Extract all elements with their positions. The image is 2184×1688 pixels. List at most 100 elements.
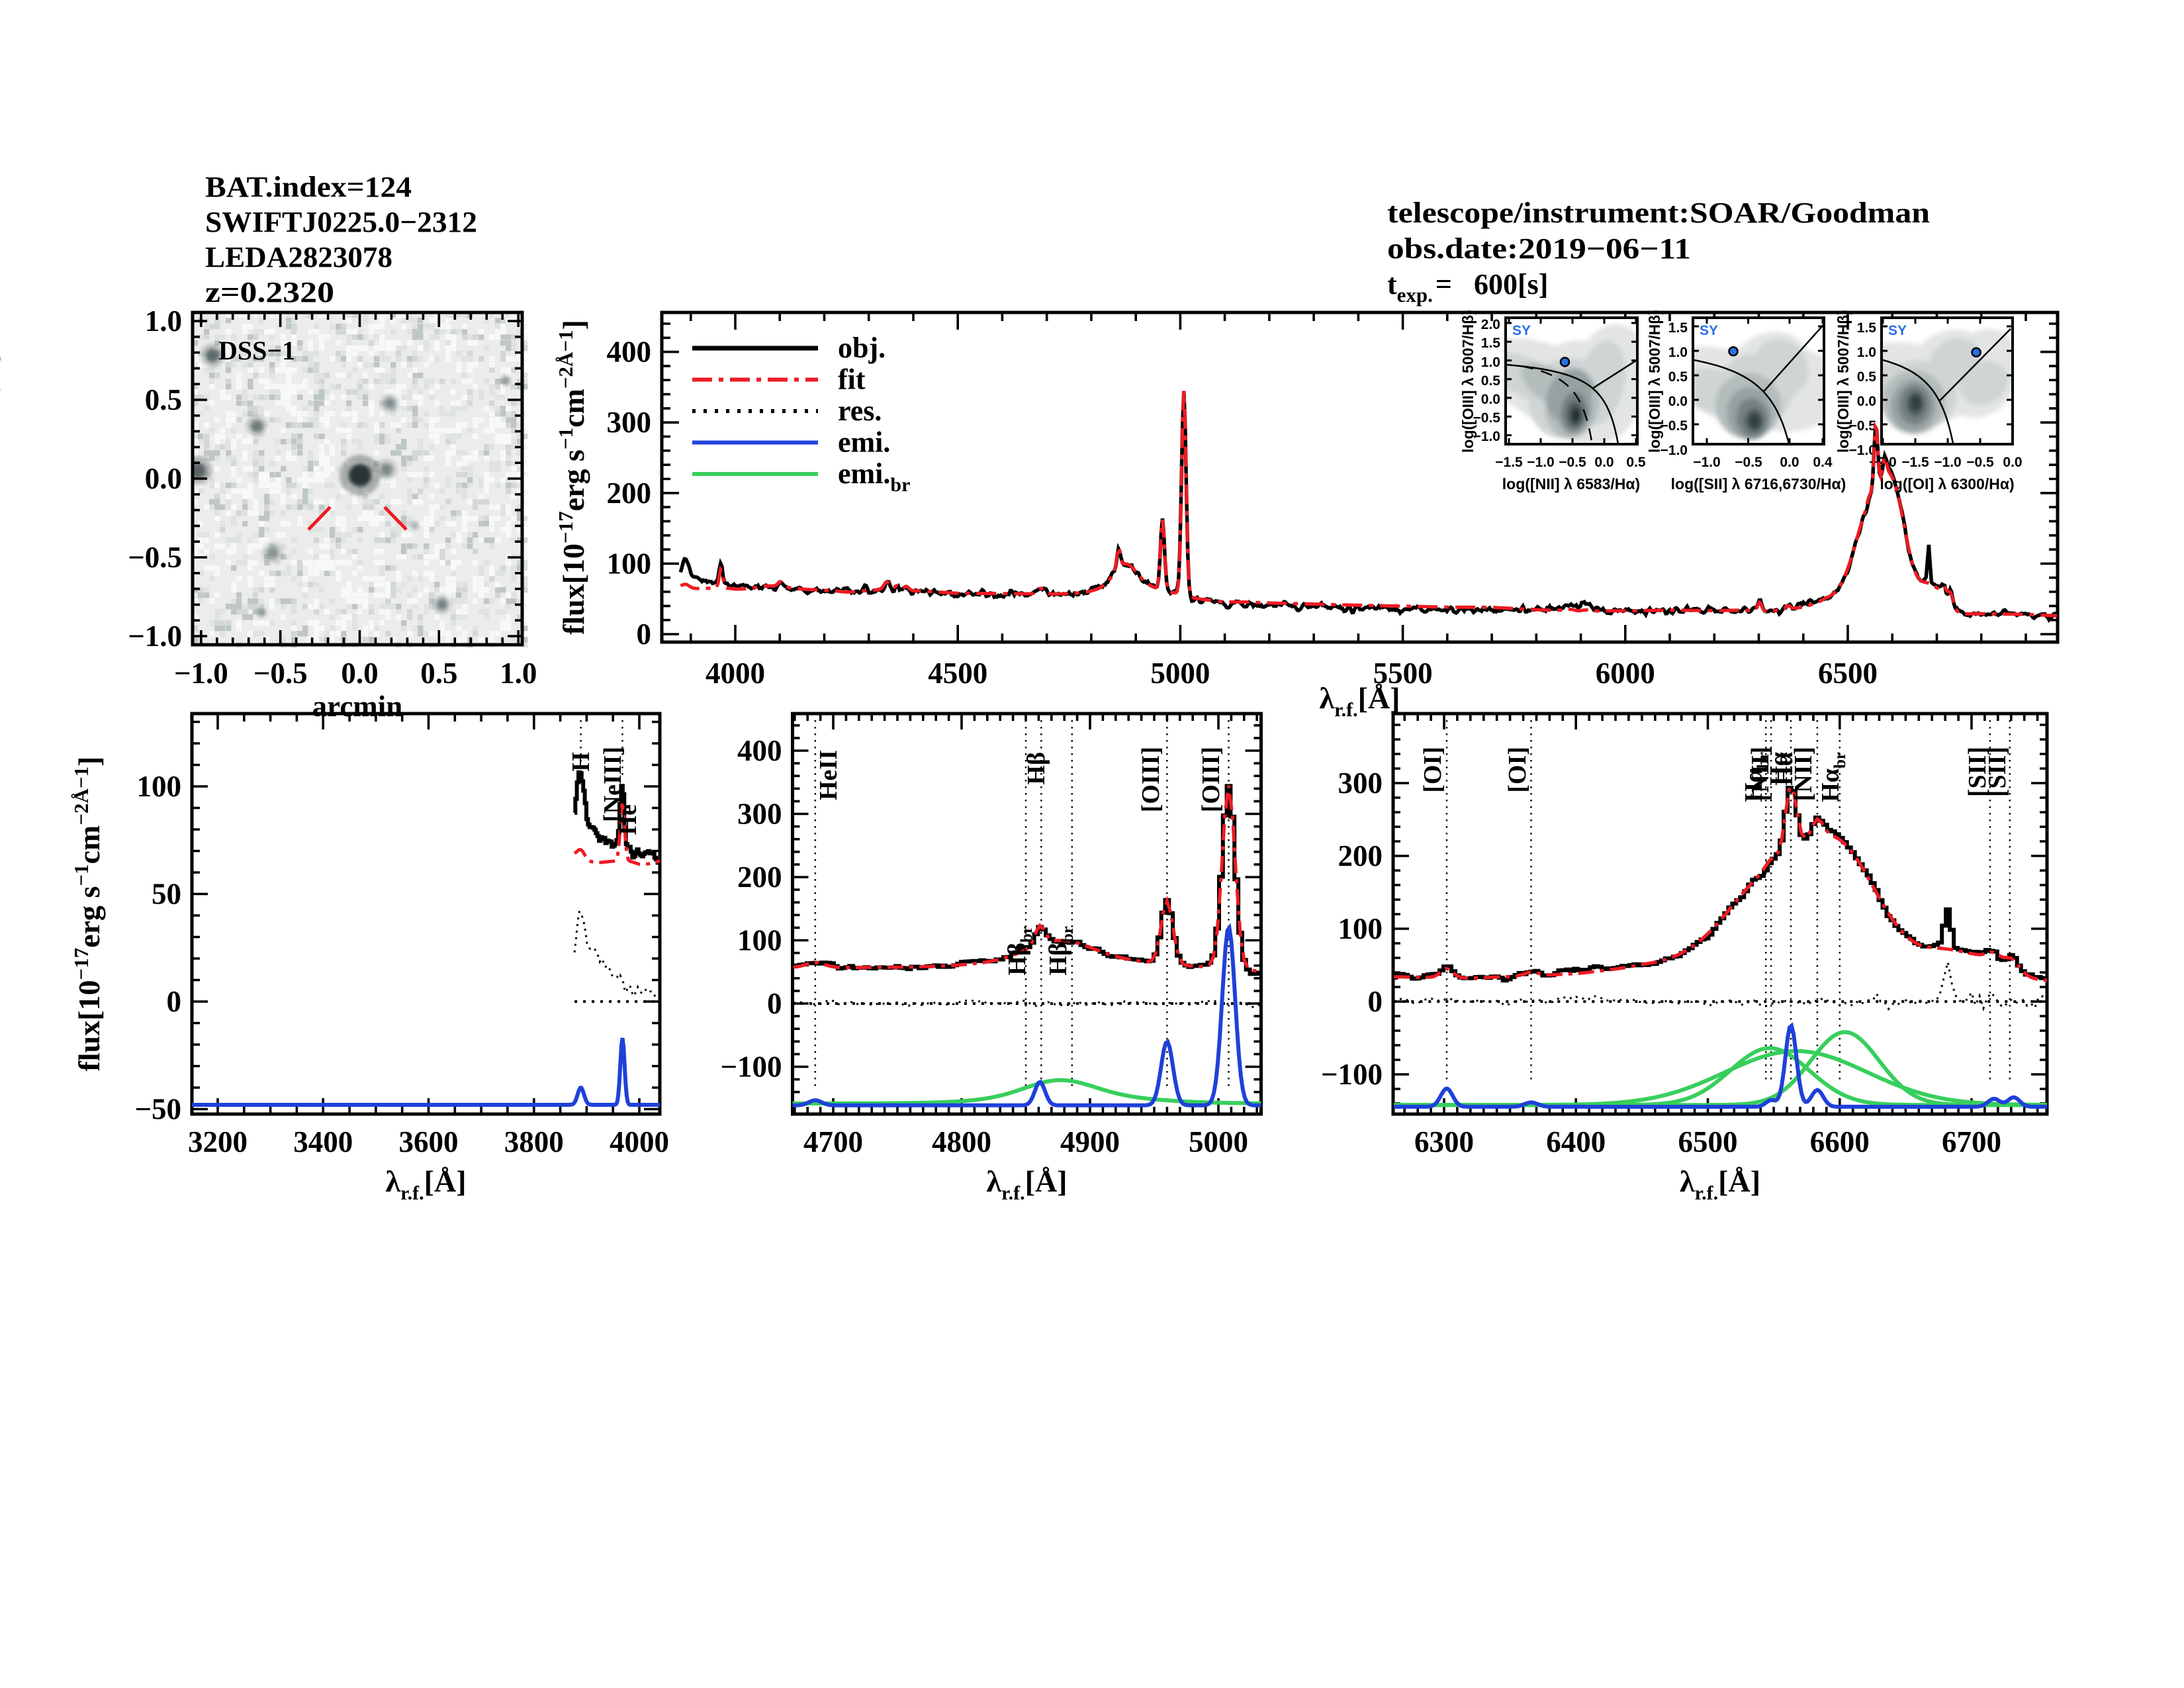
svg-text:log([OIII] λ 5007/Hβ): log([OIII] λ 5007/Hβ)	[1459, 310, 1477, 453]
svg-text:200: 200	[1338, 839, 1383, 872]
svg-text:0.5: 0.5	[1626, 455, 1646, 470]
svg-text:DSS−1: DSS−1	[218, 336, 295, 365]
svg-text:200: 200	[607, 477, 652, 510]
svg-text:4500: 4500	[928, 657, 987, 690]
svg-text:6400: 6400	[1546, 1125, 1606, 1158]
svg-text:−0.5: −0.5	[1735, 455, 1762, 470]
svg-text:log([OI] λ 6300/Hα): log([OI] λ 6300/Hα)	[1880, 475, 2014, 492]
svg-text:0.5: 0.5	[145, 383, 182, 416]
svg-text:4000: 4000	[705, 657, 765, 690]
svg-text:[OI]: [OI]	[1504, 747, 1531, 793]
svg-text:λr.f.[Å]: λr.f.[Å]	[385, 1164, 466, 1204]
svg-text:5500: 5500	[1373, 657, 1433, 690]
svg-text:50: 50	[152, 878, 181, 911]
svg-text:fit: fit	[838, 363, 866, 396]
svg-text:300: 300	[737, 798, 782, 831]
svg-text:1.5: 1.5	[1481, 336, 1501, 351]
svg-text:5000: 5000	[1150, 657, 1210, 690]
svg-text:0.0: 0.0	[1668, 394, 1688, 409]
svg-text:−1.0: −1.0	[1527, 455, 1554, 470]
svg-text:6500: 6500	[1818, 657, 1878, 690]
svg-text:0.5: 0.5	[1481, 373, 1501, 389]
svg-text:H: H	[567, 752, 595, 772]
svg-text:1.0: 1.0	[1668, 345, 1688, 360]
svg-text:−0.5: −0.5	[1849, 418, 1877, 434]
svg-text:λr.f.[Å]: λr.f.[Å]	[986, 1164, 1067, 1204]
svg-text:arcmin: arcmin	[312, 690, 403, 723]
svg-text:−1.5: −1.5	[1495, 455, 1523, 470]
svg-text:−1.0: −1.0	[128, 620, 182, 653]
svg-text:0: 0	[1368, 985, 1383, 1018]
svg-text:300: 300	[607, 406, 652, 439]
svg-text:obs.date:2019−06−11: obs.date:2019−06−11	[1387, 232, 1691, 265]
svg-text:3200: 3200	[188, 1125, 248, 1158]
svg-text:0.5: 0.5	[1857, 369, 1877, 385]
svg-text:LEDA2823078: LEDA2823078	[205, 241, 392, 273]
svg-text:0.5: 0.5	[1668, 369, 1688, 385]
svg-text:0.0: 0.0	[145, 462, 182, 495]
svg-text:[OIII]: [OIII]	[1197, 747, 1225, 812]
svg-text:−0.5: −0.5	[1473, 410, 1501, 426]
svg-text:−0.5: −0.5	[1559, 455, 1586, 470]
svg-text:100: 100	[607, 547, 652, 580]
svg-text:0.0: 0.0	[1481, 392, 1500, 407]
svg-text:3400: 3400	[293, 1125, 353, 1158]
svg-text:−1.0: −1.0	[174, 657, 228, 690]
svg-text:−0.5: −0.5	[1966, 455, 1994, 470]
svg-text:0: 0	[637, 618, 652, 651]
svg-text:0.0: 0.0	[1594, 455, 1614, 470]
svg-text:3800: 3800	[504, 1125, 564, 1158]
svg-text:400: 400	[607, 336, 652, 369]
svg-text:−0.5: −0.5	[253, 657, 308, 690]
svg-text:−1.0: −1.0	[1473, 429, 1500, 444]
svg-text:[NII]: [NII]	[1747, 747, 1774, 801]
svg-text:100: 100	[737, 924, 782, 957]
svg-text:−100: −100	[720, 1051, 782, 1084]
svg-text:−50: −50	[134, 1093, 181, 1126]
svg-text:λr.f.[Å]: λr.f.[Å]	[1680, 1164, 1760, 1204]
svg-text:HeII: HeII	[815, 750, 842, 800]
svg-text:−0.5: −0.5	[128, 541, 182, 574]
svg-text:6700: 6700	[1942, 1125, 2001, 1158]
svg-text:6600: 6600	[1810, 1125, 1870, 1158]
svg-text:[SII]: [SII]	[1983, 747, 2011, 797]
svg-text:300: 300	[1338, 767, 1383, 800]
svg-text:5000: 5000	[1189, 1125, 1248, 1158]
svg-text:−0.5: −0.5	[1661, 418, 1688, 434]
svg-text:Hα: Hα	[1765, 752, 1793, 786]
svg-text:−1.0: −1.0	[1661, 443, 1688, 458]
svg-text:0.0: 0.0	[2003, 455, 2022, 470]
svg-text:6000: 6000	[1596, 657, 1655, 690]
svg-text:emi.: emi.	[838, 426, 890, 459]
svg-text:SY: SY	[1888, 323, 1907, 338]
svg-text:λr.f.[Å]: λr.f.[Å]	[1319, 681, 1400, 721]
svg-text:log([SII] λ 6716,6730/Hα): log([SII] λ 6716,6730/Hα)	[1671, 475, 1846, 492]
svg-text:[NeIII]: [NeIII]	[599, 747, 627, 822]
svg-text:0.0: 0.0	[341, 657, 378, 690]
svg-text:z=0.2320: z=0.2320	[205, 276, 334, 308]
svg-text:arcmin: arcmin	[0, 305, 7, 395]
svg-text:4800: 4800	[932, 1125, 991, 1158]
svg-text:0.0: 0.0	[1780, 455, 1799, 470]
svg-text:Hα: Hα	[1770, 752, 1798, 786]
svg-text:[OIII]: [OIII]	[1137, 747, 1165, 812]
svg-text:SWIFTJ0225.0−2312: SWIFTJ0225.0−2312	[205, 206, 477, 238]
svg-text:log([OIII] λ 5007/Hβ): log([OIII] λ 5007/Hβ)	[1646, 310, 1663, 453]
svg-text:SY: SY	[1512, 323, 1531, 338]
svg-text:100: 100	[137, 770, 182, 803]
svg-text:0.5: 0.5	[420, 657, 457, 690]
svg-text:1.0: 1.0	[1857, 345, 1876, 360]
svg-text:3600: 3600	[399, 1125, 459, 1158]
svg-text:400: 400	[737, 734, 782, 767]
svg-text:0: 0	[767, 987, 782, 1020]
svg-text:4700: 4700	[803, 1125, 863, 1158]
svg-text:He: He	[614, 804, 642, 835]
svg-text:1.5: 1.5	[1857, 320, 1877, 336]
svg-text:−1.0: −1.0	[1934, 455, 1961, 470]
svg-text:log([NII] λ 6583/Hα): log([NII] λ 6583/Hα)	[1502, 475, 1640, 492]
svg-text:log([OIII] λ 5007/Hβ): log([OIII] λ 5007/Hβ)	[1835, 310, 1852, 453]
svg-text:[NII]: [NII]	[1790, 747, 1817, 801]
svg-text:1.0: 1.0	[145, 305, 182, 338]
svg-text:1.0: 1.0	[500, 657, 537, 690]
svg-text:1.5: 1.5	[1668, 320, 1688, 336]
